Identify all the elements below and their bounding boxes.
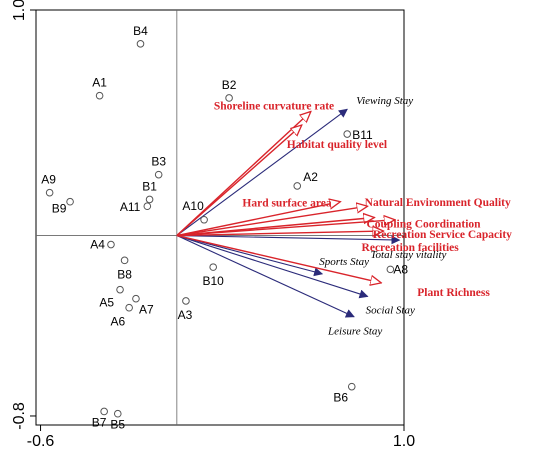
site-label: A3 <box>178 308 193 322</box>
response-arrow <box>176 235 324 277</box>
environmental-arrow <box>176 206 368 237</box>
response-arrow <box>176 235 355 318</box>
response-variable-label: Leisure Stay <box>327 326 382 338</box>
site-label: A6 <box>110 315 125 329</box>
site-label: A9 <box>41 173 56 187</box>
site-point <box>45 188 54 197</box>
site-point <box>386 265 395 274</box>
site-point <box>347 382 356 391</box>
site-label: B11 <box>352 128 373 142</box>
site-label: A2 <box>303 170 318 184</box>
environmental-factor-label: Recreation facilities <box>362 242 460 254</box>
site-point <box>125 303 133 312</box>
site-label: B10 <box>203 274 225 288</box>
x-tick-label: -0.6 <box>27 433 55 450</box>
y-tick-label: -0.8 <box>11 402 28 430</box>
site-point <box>95 91 104 100</box>
site-label: B6 <box>333 391 348 405</box>
site-label: B5 <box>110 418 125 432</box>
site-label: A7 <box>139 303 154 317</box>
site-point <box>182 297 190 305</box>
response-variable-label: Total stay vitality <box>370 249 446 261</box>
site-label: B4 <box>133 24 148 38</box>
site-label: A5 <box>99 296 114 310</box>
environmental-factor-label: Plant Richness <box>417 287 490 299</box>
environmental-factor-label: Natural Environment Quality <box>365 197 511 209</box>
response-arrow <box>176 235 369 299</box>
site-label: A11 <box>120 200 141 214</box>
site-point <box>145 195 154 204</box>
response-variable-label: Viewing Stay <box>356 95 413 107</box>
site-point <box>116 285 124 294</box>
site-label: A10 <box>182 199 204 213</box>
environmental-arrow <box>176 202 341 237</box>
site-point <box>107 240 115 249</box>
environmental-factor-label: Coupling Coordination <box>366 219 481 231</box>
site-label: B2 <box>222 78 237 92</box>
site-point <box>293 182 302 190</box>
plot-frame <box>35 9 405 426</box>
site-point <box>343 130 352 138</box>
response-arrow <box>176 234 401 245</box>
site-point <box>132 294 140 303</box>
site-label: B1 <box>142 179 157 193</box>
site-point <box>143 202 152 211</box>
site-point <box>200 215 208 224</box>
environmental-arrow <box>176 125 302 237</box>
response-arrow <box>176 108 348 236</box>
site-point <box>209 263 217 271</box>
environmental-arrow <box>176 234 381 283</box>
environmental-factor-label: Recreation Service Capacity <box>373 229 512 241</box>
site-point <box>154 170 163 179</box>
response-variable-label: Sports Stay <box>319 256 369 268</box>
site-point <box>136 40 145 48</box>
site-point <box>66 197 74 206</box>
site-label: B7 <box>92 415 107 429</box>
site-label: A4 <box>90 238 105 252</box>
site-label: B9 <box>52 202 67 216</box>
environmental-arrow <box>176 220 395 237</box>
environmental-arrow <box>176 231 384 236</box>
x-tick-label: 1.0 <box>393 433 415 450</box>
environmental-factor-label: Hard surface area <box>242 198 331 210</box>
environmental-factor-label: Habitat quality level <box>287 139 387 151</box>
site-label: B3 <box>151 155 166 169</box>
response-variable-label: Social Stay <box>366 304 415 316</box>
site-point <box>120 256 129 265</box>
site-point <box>113 409 122 418</box>
site-label: A8 <box>393 262 408 276</box>
environmental-factor-label: Shoreline curvature rate <box>214 100 334 112</box>
site-label: A1 <box>92 76 107 90</box>
site-label: B8 <box>117 267 132 281</box>
site-point <box>100 407 108 416</box>
y-tick-label: 1.0 <box>11 0 28 21</box>
site-point <box>225 94 233 102</box>
